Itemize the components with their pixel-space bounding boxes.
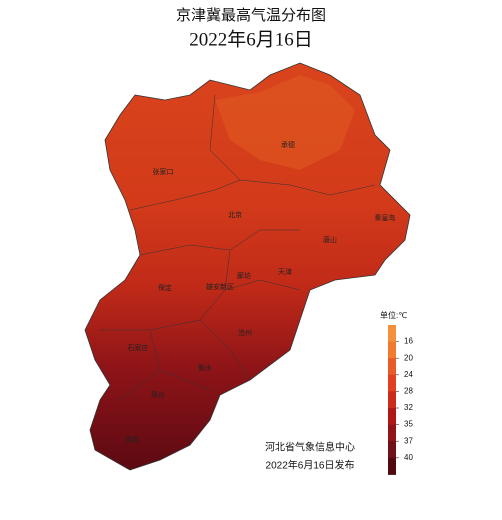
map-title: 京津冀最高气温分布图 (176, 7, 326, 24)
legend-band (388, 358, 396, 376)
city-label: 秦皇岛 (375, 213, 396, 222)
legend-band (388, 408, 396, 426)
legend-tick-label: 24 (404, 370, 413, 379)
legend-band (388, 325, 396, 343)
city-label: 沧州 (238, 328, 252, 337)
city-label: 北京 (228, 210, 242, 219)
legend-band (388, 391, 396, 409)
city-label: 天津 (278, 268, 292, 276)
legend-tick-label: 35 (404, 420, 413, 429)
legend-band (388, 341, 396, 359)
footer-issuer: 河北省气象信息中心 (265, 441, 355, 454)
boundaries (100, 94, 376, 401)
city-label: 唐山 (323, 235, 337, 244)
legend-band (388, 441, 396, 459)
north-warm-patch (215, 75, 355, 170)
legend-tick-label: 37 (404, 436, 413, 445)
city-label: 张家口 (153, 167, 174, 176)
city-label: 邯郸 (125, 435, 139, 444)
legend-band (388, 424, 396, 442)
legend-tick-label: 20 (404, 353, 413, 362)
city-label: 承德 (281, 140, 295, 149)
legend-tick-label: 28 (404, 387, 413, 396)
city-label: 雄安新区 (206, 282, 234, 291)
legend-band (388, 374, 396, 392)
legend-tick-label: 16 (404, 337, 413, 346)
city-label: 石家庄 (128, 343, 149, 352)
legend-band (388, 457, 396, 475)
city-label: 廊坊 (237, 271, 251, 280)
city-label: 邢台 (151, 390, 165, 399)
legend-title: 单位:℃ (380, 310, 407, 320)
city-label: 保定 (158, 283, 172, 292)
footer-released: 2022年6月16日发布 (266, 459, 355, 472)
map-date: 2022年6月16日 (189, 28, 313, 50)
legend-tick-label: 40 (404, 453, 413, 462)
legend-tick-label: 32 (404, 403, 413, 412)
city-label: 衡水 (198, 363, 212, 372)
